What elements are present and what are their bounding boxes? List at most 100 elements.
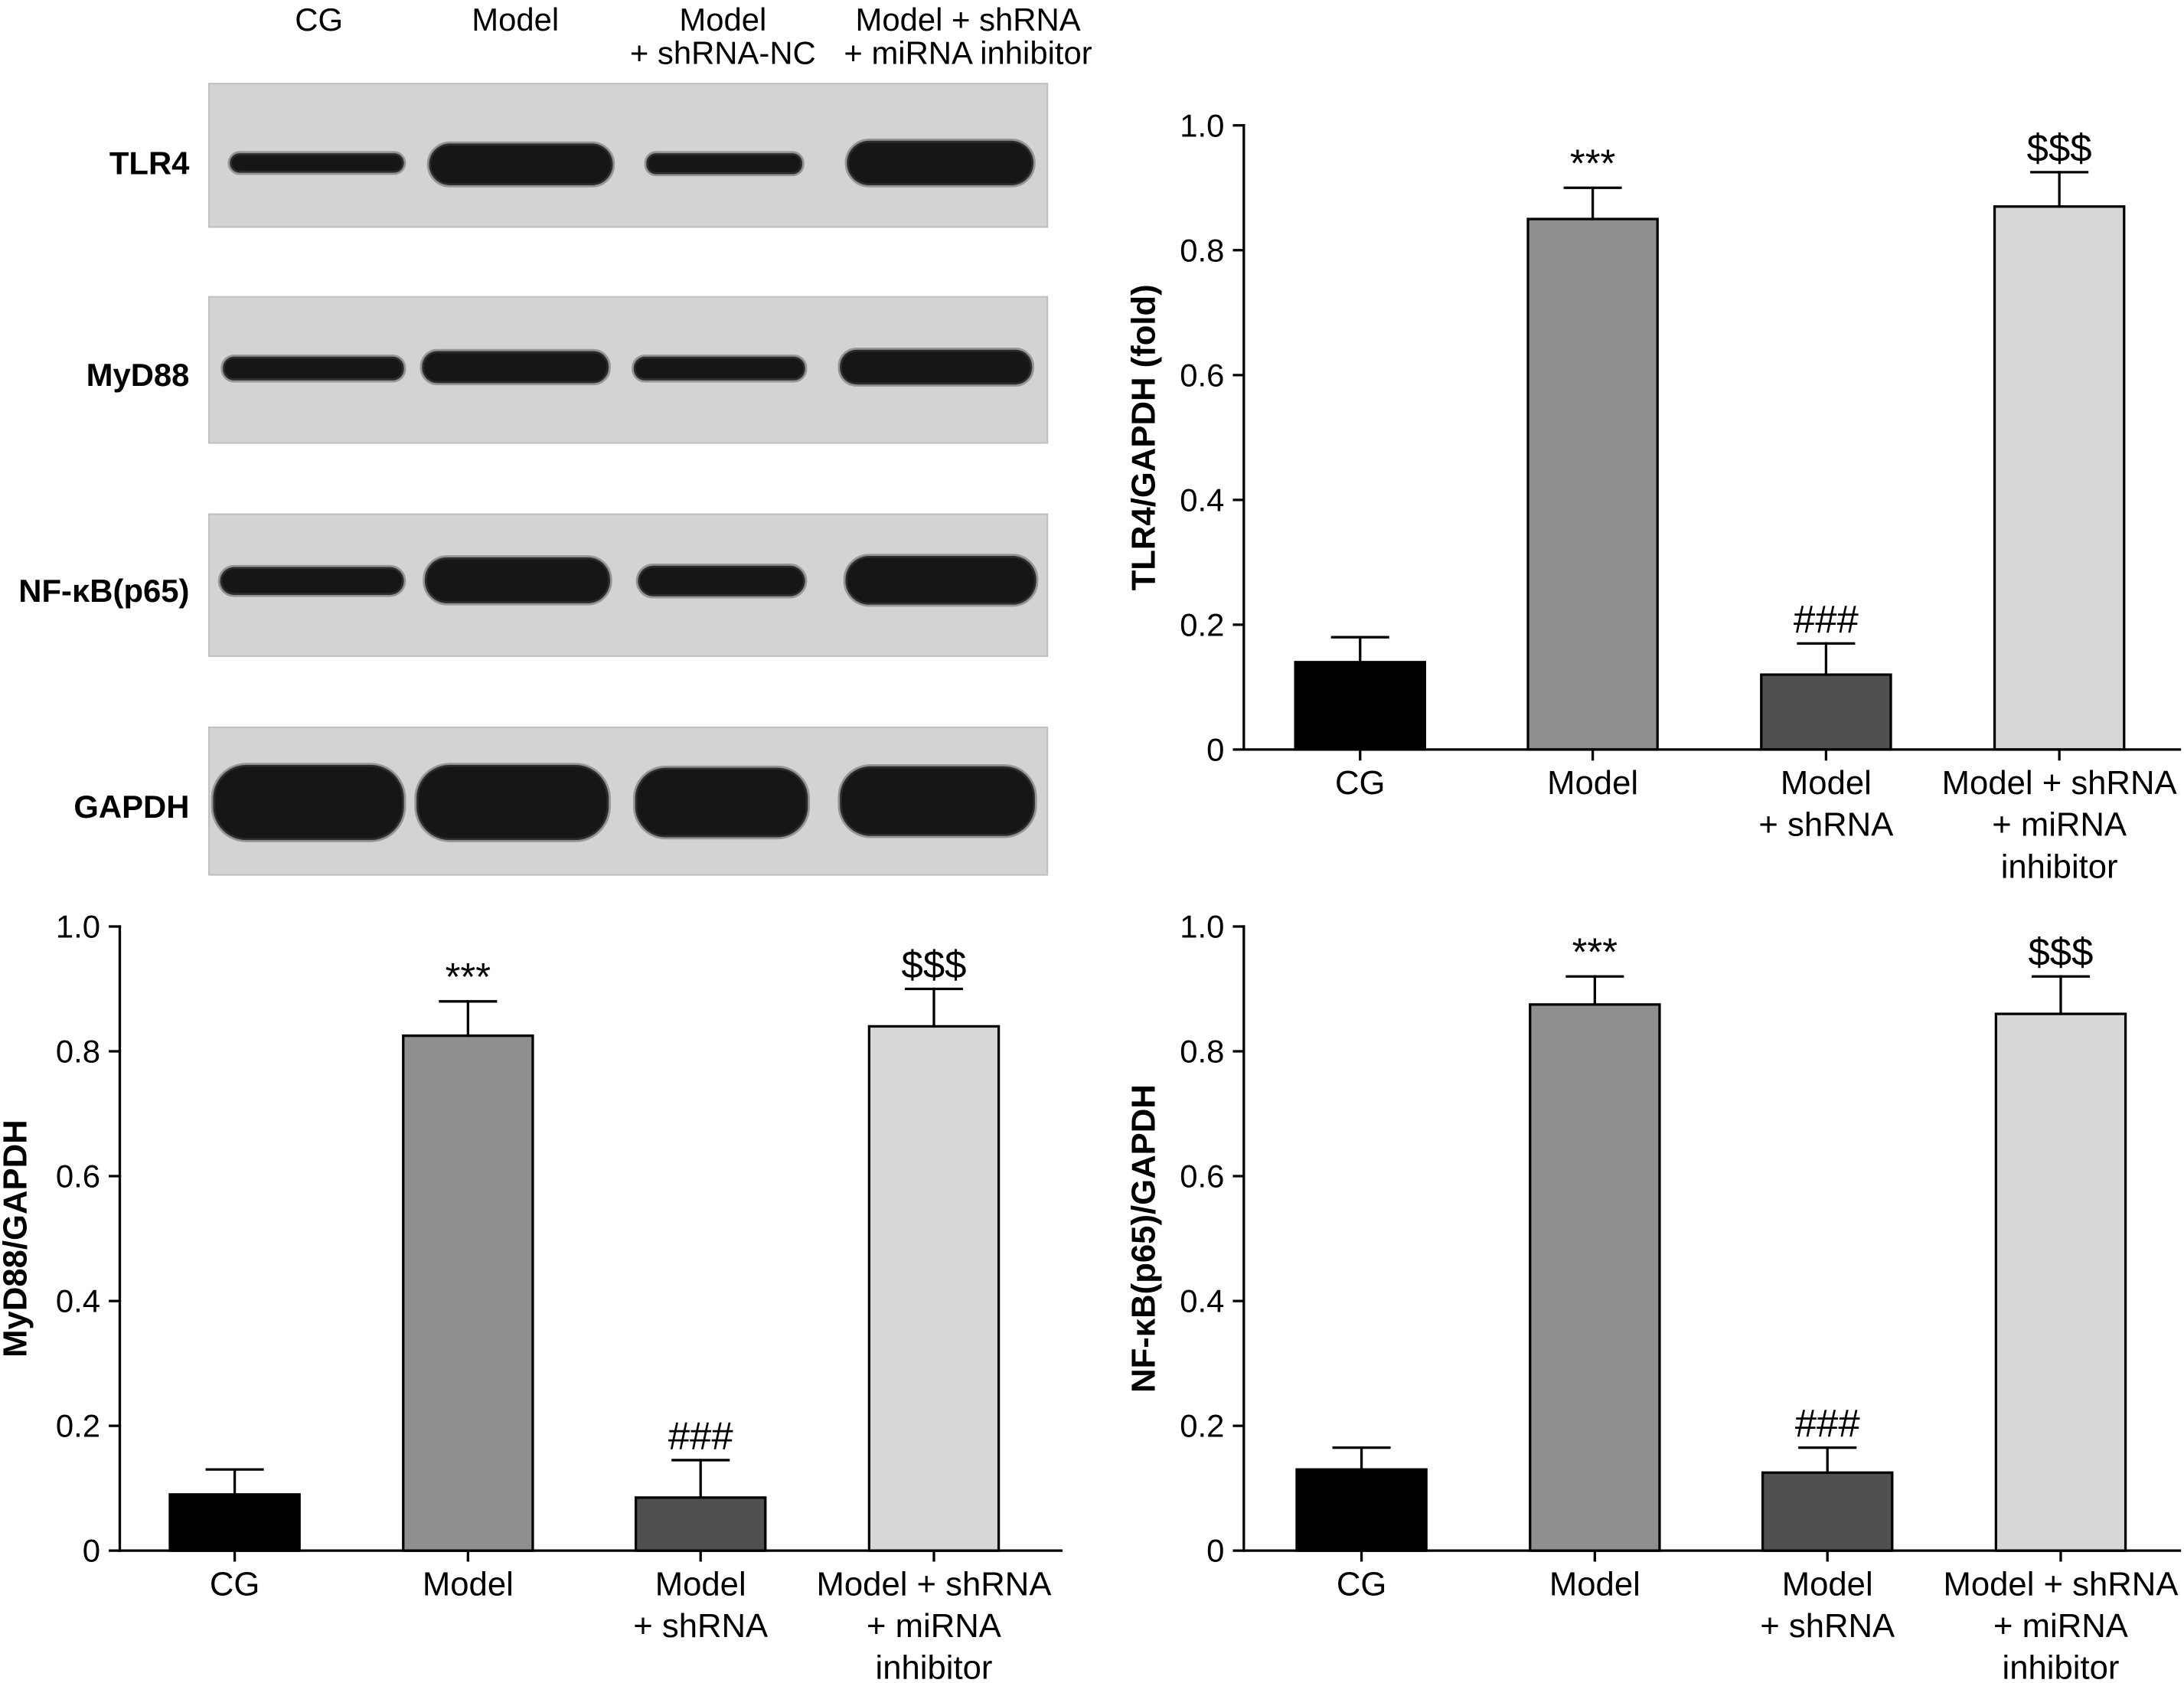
significance-label: $$$ <box>2028 930 2093 974</box>
bar <box>402 1034 534 1552</box>
x-tick-label: CG <box>1337 1565 1386 1603</box>
x-tick-label: inhibitor <box>2003 1649 2120 1683</box>
blot-lane-labels: CG Model Model + shRNA-NC Model + shRNA … <box>295 2 1092 71</box>
y-tick-label: 0.6 <box>56 1158 100 1194</box>
x-tick-label: Model <box>655 1565 746 1603</box>
myd88-gapdh-bar-chart: CG *** Model ### Model + shRNA $$$ Model + shRN… <box>0 909 1063 1683</box>
x-tick-label: CG <box>1335 764 1385 802</box>
tlr4-gapdh-bar-chart: CG *** Model ### Model + shRNA $$$ Model + shRN… <box>1125 107 2182 885</box>
bar <box>867 1025 1001 1552</box>
bar <box>1761 1471 1894 1552</box>
y-tick-label: 0.8 <box>1180 232 1224 268</box>
blot-band-myd88-inhibitor <box>837 347 1034 387</box>
x-tick-label: Model + shRNA <box>817 1565 1053 1603</box>
bar <box>1994 1012 2127 1552</box>
x-tick-label: + miRNA <box>867 1607 1002 1645</box>
lane-label-cg: CG <box>295 2 343 38</box>
bar <box>1294 661 1427 751</box>
x-tick-label: inhibitor <box>2001 848 2118 885</box>
blot-band-tlr4-cg <box>227 151 406 175</box>
y-tick-label: 0 <box>83 1533 100 1569</box>
y-tick-label: 0.4 <box>56 1283 100 1319</box>
x-tick-label: + miRNA <box>1992 806 2127 844</box>
nfkb-gapdh-bar-chart: CG *** Model ### Model + shRNA $$$ Model + shRN… <box>1125 909 2182 1683</box>
y-tick-label: 0 <box>1206 1533 1224 1569</box>
blot-band-nfkb-cg <box>217 564 406 597</box>
y-tick-label: 1.0 <box>56 909 100 945</box>
significance-label: *** <box>1570 142 1616 185</box>
y-tick-label: 1.0 <box>1180 909 1224 945</box>
bar <box>1526 217 1659 751</box>
y-tick-label: 0.4 <box>1180 482 1224 518</box>
lane-label-model-shrna-inhibitor: Model + shRNA <box>856 2 1081 38</box>
significance-label: ### <box>668 1413 734 1457</box>
y-tick-label: 0 <box>1206 731 1224 767</box>
row-label-nfkb: NF-κB(p65) <box>18 573 189 609</box>
row-label-tlr4: TLR4 <box>109 145 190 181</box>
significance-label: $$$ <box>901 943 966 986</box>
significance-label: ### <box>1794 597 1859 641</box>
blot-band-tlr4-model <box>426 141 615 188</box>
blot-band-nfkb-model <box>423 555 612 606</box>
x-tick-label: + shRNA <box>633 1607 769 1645</box>
bar <box>168 1493 301 1552</box>
x-tick-label: Model <box>1781 764 1872 802</box>
x-tick-label: + miRNA <box>1993 1607 2129 1645</box>
blot-row-gapdh <box>208 726 1049 876</box>
blot-band-gapdh-cg <box>211 763 406 842</box>
blot-band-nfkb-shrna-nc <box>635 564 808 599</box>
y-tick-label: 0.2 <box>56 1408 100 1444</box>
bar <box>1529 1003 1661 1552</box>
y-tick-label: 0.8 <box>56 1034 100 1070</box>
x-tick-label: Model + shRNA <box>1944 1565 2179 1603</box>
y-axis-title: MyD88/GAPDH <box>0 1119 34 1358</box>
y-tick-label: 0.8 <box>1180 1034 1224 1070</box>
blot-band-tlr4-inhibitor <box>844 139 1036 188</box>
significance-label: $$$ <box>2027 126 2092 169</box>
x-tick-label: + shRNA <box>1758 806 1894 844</box>
x-tick-label: CG <box>210 1565 260 1603</box>
blot-row-myd88 <box>208 296 1049 444</box>
blot-band-gapdh-model <box>414 763 611 842</box>
lane-label-model: Model <box>472 2 559 38</box>
bar <box>1993 205 2126 751</box>
y-axis-title: TLR4/GAPDH (fold) <box>1125 284 1162 590</box>
x-tick-label: inhibitor <box>876 1649 993 1683</box>
bar <box>1760 673 1892 751</box>
x-tick-label: Model <box>1549 1565 1640 1603</box>
y-tick-label: 0.6 <box>1180 357 1224 393</box>
blot-band-myd88-shrna-nc <box>632 355 808 383</box>
y-tick-label: 1.0 <box>1180 107 1224 143</box>
blot-band-myd88-cg <box>220 355 406 383</box>
blot-row-labels: TLR4 MyD88 NF-κB(p65) GAPDH <box>18 145 190 825</box>
blot-band-myd88-model <box>419 348 611 386</box>
bar <box>634 1496 767 1552</box>
x-tick-label: Model <box>1782 1565 1873 1603</box>
blot-band-gapdh-inhibitor <box>837 764 1037 838</box>
row-label-myd88: MyD88 <box>87 357 190 393</box>
blot-row-tlr4 <box>208 83 1049 228</box>
x-tick-label: Model + shRNA <box>1942 764 2178 802</box>
significance-label: ### <box>1795 1401 1861 1445</box>
lane-label-model-shrna-nc: Model <box>679 2 766 38</box>
x-tick-label: + shRNA <box>1760 1607 1895 1645</box>
y-tick-label: 0.2 <box>1180 1408 1224 1444</box>
significance-label: *** <box>446 955 491 998</box>
lane-label-model-shrna-inhibitor: + miRNA inhibitor <box>844 35 1092 71</box>
x-tick-label: Model <box>1547 764 1638 802</box>
y-axis-title: NF-κB(p65)/GAPDH <box>1125 1084 1162 1393</box>
lane-label-model-shrna-nc: + shRNA-NC <box>630 35 816 71</box>
blot-band-tlr4-shrna-nc <box>644 151 805 177</box>
row-label-gapdh: GAPDH <box>73 789 189 825</box>
y-tick-label: 0.4 <box>1180 1283 1224 1319</box>
blot-band-nfkb-inhibitor <box>843 554 1039 607</box>
western-blot-panel: CG Model Model + shRNA-NC Model + shRNA … <box>18 2 1092 876</box>
bar <box>1295 1468 1428 1552</box>
significance-label: *** <box>1572 930 1618 974</box>
blot-band-gapdh-shrna-nc <box>632 765 811 840</box>
blot-row-nfkb <box>208 513 1049 657</box>
y-tick-label: 0.2 <box>1180 606 1224 642</box>
y-tick-label: 0.6 <box>1180 1158 1224 1194</box>
x-tick-label: Model <box>423 1565 514 1603</box>
